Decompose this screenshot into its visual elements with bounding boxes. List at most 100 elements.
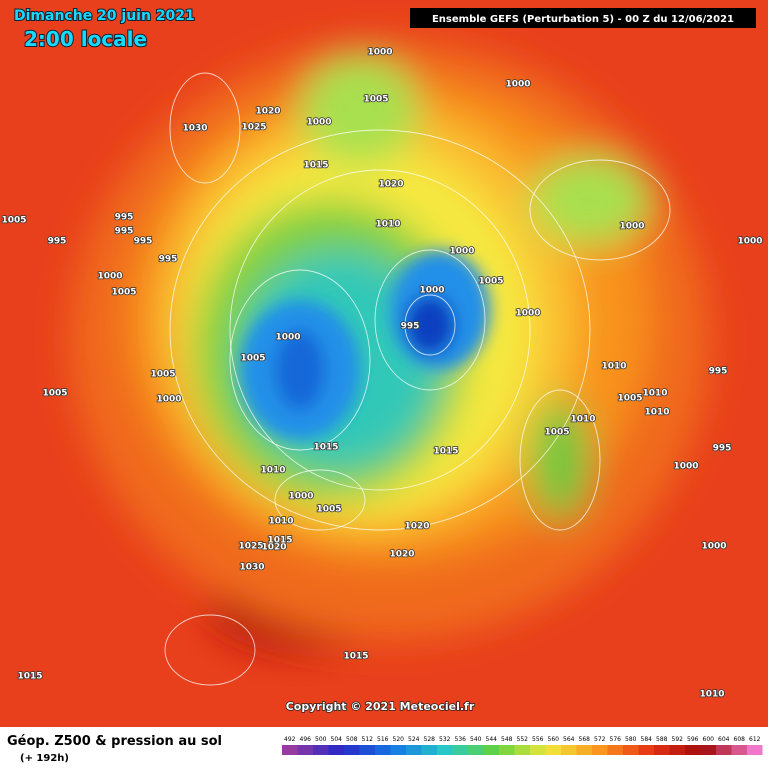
scale-label: 520 <box>393 736 405 743</box>
scale-swatch <box>623 745 639 755</box>
isobar-label: 1015 <box>303 161 328 171</box>
scale-label: 584 <box>641 736 653 743</box>
isobar-label: 1005 <box>111 288 136 298</box>
scale-swatch <box>452 745 468 755</box>
isobar-label: 1000 <box>505 80 530 90</box>
isobar-label: 1010 <box>644 408 669 418</box>
scale-label: 612 <box>749 736 761 743</box>
isobar-label: 1000 <box>701 542 726 552</box>
isobar-label: 1015 <box>343 652 368 662</box>
isobar-label: 1020 <box>404 522 429 532</box>
isobar-label: 1010 <box>375 220 400 230</box>
scale-swatch <box>437 745 453 755</box>
isobar-label: 1020 <box>261 543 286 553</box>
isobar-label: 1000 <box>288 492 313 502</box>
lead-time: (+ 192h) <box>20 753 69 764</box>
scale-swatch <box>716 745 732 755</box>
isobar-label: 995 <box>159 255 178 265</box>
isobar-label: 1020 <box>389 550 414 560</box>
legend-title: Géop. Z500 & pression au sol <box>7 734 222 749</box>
run-box <box>410 8 756 28</box>
scale-label: 492 <box>284 736 296 743</box>
scale-swatch <box>499 745 515 755</box>
isobar-label: 1020 <box>255 107 280 117</box>
isobar-label: 1005 <box>363 95 388 105</box>
scale-label: 496 <box>300 736 312 743</box>
scale-swatch <box>328 745 344 755</box>
isobar-label: 1000 <box>156 395 181 405</box>
run-info: Ensemble GEFS (Perturbation 5) - 00 Z du… <box>432 14 734 25</box>
scale-swatch <box>468 745 484 755</box>
isobar-label: 995 <box>401 322 420 332</box>
scale-swatch <box>359 745 375 755</box>
isobar-label: 995 <box>115 227 134 237</box>
scale-swatch <box>592 745 608 755</box>
isobar-label: 1030 <box>182 124 207 134</box>
scale-label: 576 <box>610 736 622 743</box>
scale-swatch <box>654 745 670 755</box>
isobar-label: 1005 <box>150 370 175 380</box>
isobar-label: 1030 <box>239 563 264 573</box>
isobar-label: 1025 <box>238 542 263 552</box>
scale-swatch <box>375 745 391 755</box>
isobar-label: 1010 <box>260 466 285 476</box>
isobar-label: 1000 <box>449 247 474 257</box>
isobar-label: 1005 <box>617 394 642 404</box>
scale-swatch <box>406 745 422 755</box>
isobar-label: 1000 <box>737 237 762 247</box>
scale-label: 516 <box>377 736 389 743</box>
scale-label: 588 <box>656 736 668 743</box>
isobar-label: 1015 <box>267 536 292 546</box>
isobar-label: 1000 <box>306 118 331 128</box>
isobar-label: 995 <box>134 237 153 247</box>
color-scale: 492 496 500 504 508 512 516 520 524 528 532 536 540 5… <box>282 736 763 755</box>
scale-label: 596 <box>687 736 699 743</box>
isobar-label: 995 <box>713 444 732 454</box>
isobar-label: 1010 <box>570 415 595 425</box>
scale-swatch <box>731 745 747 755</box>
isobar-label: 1005 <box>544 428 569 438</box>
isobar-lines <box>164 72 671 686</box>
scale-label: 572 <box>594 736 606 743</box>
scale-swatch <box>747 745 763 755</box>
scale-swatch <box>561 745 577 755</box>
scale-swatch <box>545 745 561 755</box>
scale-label: 552 <box>517 736 529 743</box>
isobar-label: 1000 <box>419 286 444 296</box>
isobar-label: 1010 <box>601 362 626 372</box>
scale-label: 532 <box>439 736 451 743</box>
isobar-label: 1010 <box>699 690 724 700</box>
isobar-label: 1015 <box>17 672 42 682</box>
isobar-label: 1000 <box>619 222 644 232</box>
scale-swatch <box>421 745 437 755</box>
scale-label: 544 <box>486 736 498 743</box>
scale-label: 600 <box>703 736 715 743</box>
scale-swatch <box>576 745 592 755</box>
scale-swatch <box>700 745 716 755</box>
isobar-label: 1005 <box>316 505 341 515</box>
scale-swatch <box>530 745 546 755</box>
scale-label: 504 <box>331 736 343 743</box>
scale-label: 568 <box>579 736 591 743</box>
isobar-label: 1000 <box>673 462 698 472</box>
scale-swatch <box>297 745 313 755</box>
isobar-label: 1010 <box>268 517 293 527</box>
scale-swatch <box>344 745 360 755</box>
local-time: 2:00 locale <box>24 27 147 51</box>
scale-label: 604 <box>718 736 730 743</box>
isobar-label: 1015 <box>313 443 338 453</box>
field <box>0 0 768 727</box>
scale-label: 580 <box>625 736 637 743</box>
scale-swatch <box>669 745 685 755</box>
date: Dimanche 20 juin 2021 <box>14 8 195 24</box>
isobar-label: 1000 <box>275 333 300 343</box>
isobar-label: 1005 <box>42 389 67 399</box>
isobar-label: 1000 <box>367 48 392 58</box>
scale-label: 528 <box>424 736 436 743</box>
scale-swatch <box>514 745 530 755</box>
isobar-label: 1020 <box>378 180 403 190</box>
scale-label: 540 <box>470 736 482 743</box>
scale-label: 524 <box>408 736 420 743</box>
